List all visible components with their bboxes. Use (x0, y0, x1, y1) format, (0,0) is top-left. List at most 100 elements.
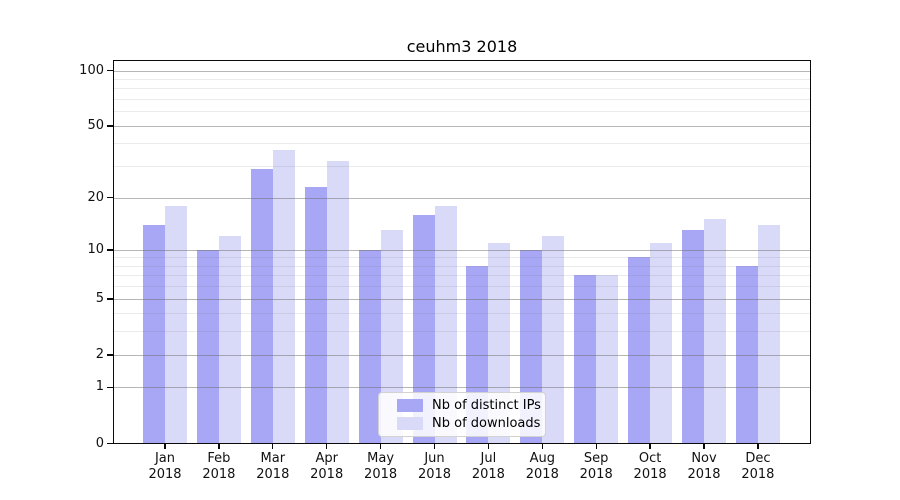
bar-nov-downloads (704, 219, 726, 444)
gridline-minor-60 (114, 111, 810, 113)
gridline-minor-7 (114, 275, 810, 277)
y-tick-label-100: 100 (79, 62, 104, 78)
x-tick-aug (541, 444, 543, 449)
bar-apr-ips (304, 186, 327, 444)
x-tick-label-apr: Apr 2018 (295, 451, 359, 482)
x-tick-year-jul: 2018 (471, 466, 505, 482)
bar-oct-ips (628, 257, 651, 444)
y-tick-100 (107, 70, 113, 72)
x-tick-feb (218, 444, 220, 449)
x-tick-year-mar: 2018 (256, 466, 290, 482)
bar-jun-ips (412, 214, 435, 444)
x-tick-year-nov: 2018 (687, 466, 721, 482)
x-tick-nov (703, 444, 705, 449)
x-tick-label-mar: Mar 2018 (241, 451, 305, 482)
bar-nov-ips (682, 230, 704, 444)
gridline-minor-40 (114, 143, 810, 145)
gridline-minor-4 (114, 313, 810, 315)
x-tick-year-jun: 2018 (417, 466, 452, 482)
x-tick-apr (326, 444, 328, 449)
bar-feb-ips (196, 249, 219, 444)
y-tick-50 (107, 125, 113, 127)
legend-label-downloads: Nb of downloads (432, 416, 541, 431)
x-tick-label-jan: Jan 2018 (133, 451, 197, 482)
x-tick-dec (757, 444, 759, 449)
x-tick-label-aug: Aug 2018 (510, 451, 574, 482)
x-tick-oct (649, 444, 651, 449)
gridline-minor-3 (114, 331, 810, 333)
gridline-minor-30 (114, 166, 810, 168)
x-tick-year-oct: 2018 (633, 466, 667, 482)
y-tick-5 (107, 298, 113, 300)
gridline-major-50 (114, 125, 810, 127)
legend: Nb of distinct IPs Nb of downloads (378, 392, 546, 437)
y-tick-2 (107, 354, 113, 356)
y-tick-label-1: 1 (95, 379, 104, 395)
gridline-minor-80 (114, 88, 810, 90)
gridline-minor-8 (114, 265, 810, 267)
gridline-major-2 (114, 354, 810, 356)
x-tick-year-apr: 2018 (310, 466, 344, 482)
x-tick-may (379, 444, 382, 449)
legend-swatch-downloads (397, 417, 423, 430)
gridline-major-20 (114, 197, 810, 199)
legend-swatch-distinct-ips (397, 399, 423, 412)
x-tick-year-sep: 2018 (579, 466, 613, 482)
x-tick-jul (487, 444, 490, 449)
gridline-major-10 (114, 249, 810, 251)
x-tick-label-jun: Jun 2018 (403, 451, 467, 482)
bar-may-ips (358, 249, 381, 444)
y-tick-label-10: 10 (87, 241, 104, 257)
gridline-minor-90 (114, 79, 810, 81)
x-tick-label-dec: Dec 2018 (726, 451, 790, 482)
legend-item-distinct-ips: Nb of distinct IPs (397, 398, 545, 413)
legend-item-downloads: Nb of downloads (397, 416, 545, 431)
bar-jan-ips (143, 224, 165, 444)
x-tick-year-dec: 2018 (741, 466, 775, 482)
bar-aug-downloads (542, 236, 565, 444)
y-tick-label-2: 2 (95, 346, 104, 362)
y-tick-label-5: 5 (95, 290, 104, 306)
bar-mar-downloads (272, 149, 295, 444)
y-tick-label-20: 20 (87, 189, 104, 205)
bar-mar-ips (250, 168, 273, 444)
x-tick-sep (595, 444, 597, 449)
bar-dec-downloads (757, 224, 780, 444)
x-tick-label-oct: Oct 2018 (618, 451, 682, 482)
x-tick-year-may: 2018 (364, 466, 398, 482)
bar-jan-downloads (165, 205, 187, 444)
x-tick-label-sep: Sep 2018 (564, 451, 628, 482)
x-tick-label-jul: Jul 2018 (456, 451, 520, 482)
x-tick-label-feb: Feb 2018 (187, 451, 251, 482)
y-tick-label-0: 0 (95, 435, 104, 451)
y-tick-0 (107, 443, 113, 445)
x-tick-year-aug: 2018 (525, 466, 559, 482)
x-tick-jan (164, 444, 166, 449)
x-tick-year-jan: 2018 (148, 466, 182, 482)
bar-sep-ips (574, 275, 597, 444)
bar-sep-downloads (596, 275, 619, 444)
bar-may-downloads (380, 230, 403, 444)
gridline-major-5 (114, 298, 810, 300)
y-tick-10 (107, 249, 113, 251)
bar-feb-downloads (218, 236, 241, 444)
bar-apr-downloads (326, 160, 349, 444)
y-tick-label-50: 50 (87, 117, 104, 133)
x-tick-jun (433, 444, 436, 449)
y-tick-1 (107, 386, 113, 389)
gridline-minor-70 (114, 99, 810, 101)
chart-title: ceuhm3 2018 (406, 37, 518, 56)
x-tick-year-feb: 2018 (202, 466, 236, 482)
x-tick-label-may: May 2018 (349, 451, 413, 482)
x-tick-mar (272, 444, 274, 449)
gridline-minor-6 (114, 286, 810, 288)
bar-jun-downloads (434, 205, 457, 444)
gridline-major-100 (114, 70, 810, 72)
y-tick-20 (107, 197, 113, 199)
gridline-major-1 (114, 387, 810, 389)
legend-label-distinct-ips: Nb of distinct IPs (432, 398, 541, 413)
gridline-minor-9 (114, 257, 810, 259)
x-tick-label-nov: Nov 2018 (672, 451, 736, 482)
bar-oct-downloads (650, 242, 673, 444)
